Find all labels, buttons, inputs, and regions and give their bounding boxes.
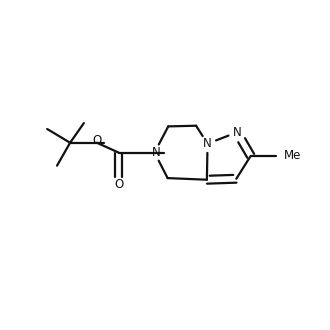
Text: N: N [152, 146, 160, 159]
Text: N: N [203, 137, 212, 150]
Text: O: O [92, 134, 102, 147]
Text: Me: Me [283, 149, 301, 162]
Text: O: O [114, 178, 123, 191]
Text: N: N [233, 126, 241, 139]
